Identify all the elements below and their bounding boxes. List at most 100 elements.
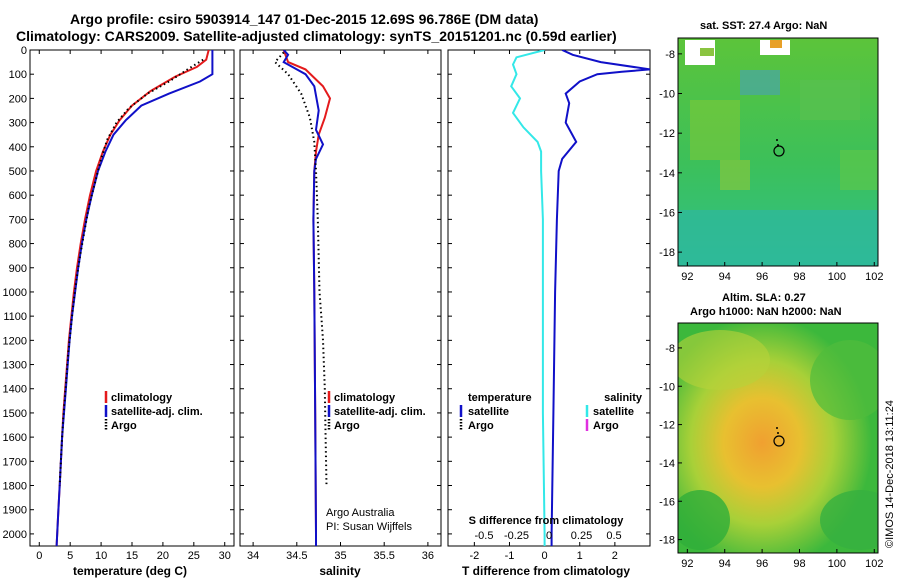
x-tick-label: 34 — [247, 550, 259, 562]
depth-tick-label: 1200 — [3, 335, 27, 347]
sst-map: 92 94 96 98 100 102 -8 -10 -12 -14 -16 -18 — [659, 37, 883, 283]
argo-australia-text: Argo Australia — [326, 507, 395, 519]
pi-name-text: PI: Susan Wijffels — [326, 521, 412, 533]
x-tick-label: 15 — [126, 550, 138, 562]
sst-texture — [678, 40, 878, 266]
depth-tick-label: 800 — [9, 239, 27, 251]
x-tick-label: 0 — [36, 550, 42, 562]
low-anomaly — [810, 340, 878, 420]
s-diff-tick-label: -0.5 — [475, 530, 494, 542]
t-difference-xlabel: T difference from climatology — [462, 564, 630, 578]
series-argo — [58, 58, 204, 486]
x-tick-label: 30 — [219, 550, 231, 562]
depth-tick-label: 400 — [9, 142, 27, 154]
s-diff-tick-label: 0.5 — [606, 530, 621, 542]
cool-patch — [840, 150, 878, 190]
depth-tick-label: 600 — [9, 190, 27, 202]
lat-tick-label: -10 — [659, 381, 675, 393]
depth-tick-label: 300 — [9, 118, 27, 130]
lat-tick-label: -18 — [659, 535, 675, 547]
x-tick-label: 35.5 — [373, 550, 394, 562]
depth-tick-label: 1600 — [3, 432, 27, 444]
figure-title-line1: Argo profile: csiro 5903914_147 01-Dec-2… — [70, 11, 539, 27]
x-tick-label: 5 — [67, 550, 73, 562]
float-track-point — [777, 432, 779, 434]
salinity-depth-ticks — [240, 49, 441, 535]
depth-tick-label: 700 — [9, 214, 27, 226]
lon-tick-label: 102 — [865, 271, 883, 283]
lon-tick-label: 98 — [793, 558, 805, 570]
x-tick-label: -1 — [505, 550, 515, 562]
sst-frame — [677, 37, 879, 267]
lon-tick-label: 100 — [828, 558, 846, 570]
sla-axes: 92 94 96 98 100 102 -8 -10 -12 -14 -16 -18 — [659, 343, 883, 570]
lon-tick-label: 96 — [756, 558, 768, 570]
depth-tick-label: 1700 — [3, 456, 27, 468]
cool-band — [678, 210, 878, 266]
salinity-series — [273, 50, 332, 546]
legend-salinity-header: salinity — [604, 392, 643, 404]
sla-title-line1: Altim. SLA: 0.27 — [722, 292, 806, 304]
cool-patch — [800, 80, 860, 120]
lat-tick-label: -12 — [659, 420, 675, 432]
legend-argo-label: Argo — [111, 420, 137, 432]
depth-tick-label: 2000 — [3, 529, 27, 541]
mid-anomaly — [678, 330, 770, 390]
s-difference-label: S difference from climatology — [469, 515, 625, 527]
s-difference-ticklabels: -0.5 -0.25 0 0.25 0.5 — [475, 530, 622, 542]
lon-tick-label: 94 — [719, 558, 731, 570]
sla-texture — [678, 330, 878, 550]
cool-patch — [740, 70, 780, 95]
warm-patch — [690, 100, 740, 160]
legend-satellite-label: satellite-adj. clim. — [334, 406, 426, 418]
s-diff-tick-label: 0.25 — [571, 530, 592, 542]
lat-tick-label: -10 — [659, 89, 675, 101]
legend-climatology-label: climatology — [334, 392, 396, 404]
float-position-marker — [773, 145, 785, 157]
lat-tick-label: -16 — [659, 207, 675, 219]
float-track-point — [777, 144, 779, 146]
temperature-axes-frame — [29, 49, 235, 547]
difference-axes-frame — [447, 49, 651, 547]
series-temperature-satellite — [550, 50, 650, 546]
x-tick-label: 34.5 — [286, 550, 307, 562]
sla-frame — [677, 322, 879, 554]
timestamp-stamp: ©IMOS 14-Dec-2018 13:11:24 — [884, 400, 896, 548]
depth-tick-label: 900 — [9, 263, 27, 275]
temperature-series — [55, 50, 214, 546]
s-diff-tick-label: -0.25 — [504, 530, 529, 542]
legend-sal-satellite-label: satellite — [593, 406, 634, 418]
legend-climatology-label: climatology — [111, 392, 173, 404]
depth-tick-label: 1500 — [3, 408, 27, 420]
sla-map: 92 94 96 98 100 102 -8 -10 -12 -14 -16 -18 — [659, 322, 883, 570]
x-tick-label: 10 — [95, 550, 107, 562]
x-tick-label: 25 — [188, 550, 200, 562]
x-tick-label: 35 — [334, 550, 346, 562]
lat-tick-label: -16 — [659, 496, 675, 508]
temperature-legend: climatology satellite-adj. clim. Argo — [104, 391, 203, 432]
sst-title: sat. SST: 27.4 Argo: NaN — [700, 20, 828, 32]
series-argo — [273, 51, 328, 486]
s-diff-tick-label: 0 — [546, 530, 552, 542]
x-tick-label: -2 — [469, 550, 479, 562]
lat-tick-label: -8 — [665, 49, 675, 61]
difference-series — [510, 50, 650, 546]
salinity-x-axis: 34 34.5 35 35.5 36 — [247, 50, 434, 562]
lat-tick-label: -8 — [665, 343, 675, 355]
series-satellite-adj-clim- — [55, 50, 214, 546]
lon-tick-label: 96 — [756, 271, 768, 283]
series-salinity-satellite — [510, 50, 546, 546]
x-tick-label: 2 — [612, 550, 618, 562]
depth-axis: 0 100 200 300 400 500 600 700 800 900 1000 1100 1200… — [3, 45, 234, 541]
warm-patch — [720, 160, 750, 190]
x-tick-label: 0 — [542, 550, 548, 562]
salinity-xlabel: salinity — [319, 564, 361, 578]
lon-tick-label: 98 — [793, 271, 805, 283]
float-track-point — [776, 139, 778, 141]
difference-legend: temperature satellite Argo salinity sate… — [459, 392, 643, 432]
float-position-marker — [773, 435, 785, 447]
x-tick-label: 36 — [422, 550, 434, 562]
legend-sal-argo-label: Argo — [593, 420, 619, 432]
cloud-edge — [700, 48, 714, 56]
